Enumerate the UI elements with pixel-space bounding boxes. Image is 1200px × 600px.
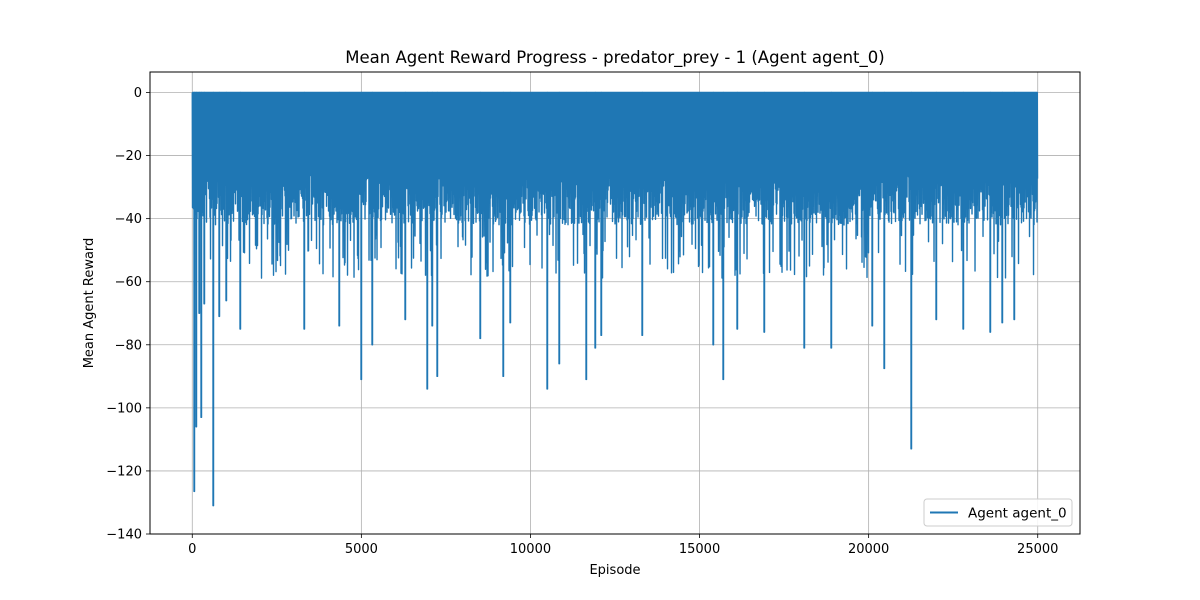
x-tick-label: 20000 [848,542,889,557]
ticks: 0 5000 10000 15000 20000 25000 0 −20 −40 −60 −80 −1… [106,86,1058,557]
y-axis-label: Mean Agent Reward [82,238,97,369]
y-tick-label: −40 [115,212,142,227]
y-tick-label: −100 [106,401,142,416]
x-tick-label: 10000 [510,542,551,557]
x-tick-label: 15000 [679,542,720,557]
plot-area-frame [149,71,1081,535]
y-tick-label: −120 [106,464,142,479]
x-axis-label: Episode [589,563,640,578]
y-tick-label: −60 [115,275,142,290]
series-line-agent-agent_0 [191,91,1039,507]
chart-title: Mean Agent Reward Progress - predator_pr… [345,48,884,68]
x-tick-label: 25000 [1017,542,1058,557]
y-tick-label: −80 [115,338,142,353]
y-tick-label: 0 [134,86,142,101]
y-tick-label: −140 [106,528,142,543]
legend: Agent agent_0 [923,498,1073,527]
y-tick-label: −20 [115,149,142,164]
legend-box [923,498,1073,527]
data-layer [191,91,1039,507]
legend-label: Agent agent_0 [968,506,1067,522]
x-tick-label: 5000 [345,542,378,557]
x-tick-label: 0 [188,542,196,557]
